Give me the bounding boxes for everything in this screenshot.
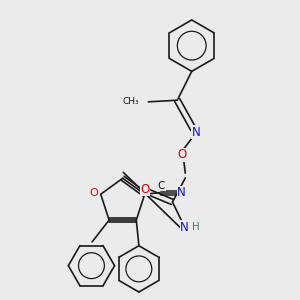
Text: O: O <box>178 148 187 161</box>
Text: N: N <box>177 186 186 199</box>
Text: C: C <box>158 181 165 190</box>
Text: N: N <box>191 126 200 139</box>
Text: H: H <box>192 222 200 232</box>
Text: O: O <box>140 183 149 196</box>
Text: O: O <box>89 188 98 198</box>
Text: CH₃: CH₃ <box>122 97 139 106</box>
Text: N: N <box>180 220 189 234</box>
